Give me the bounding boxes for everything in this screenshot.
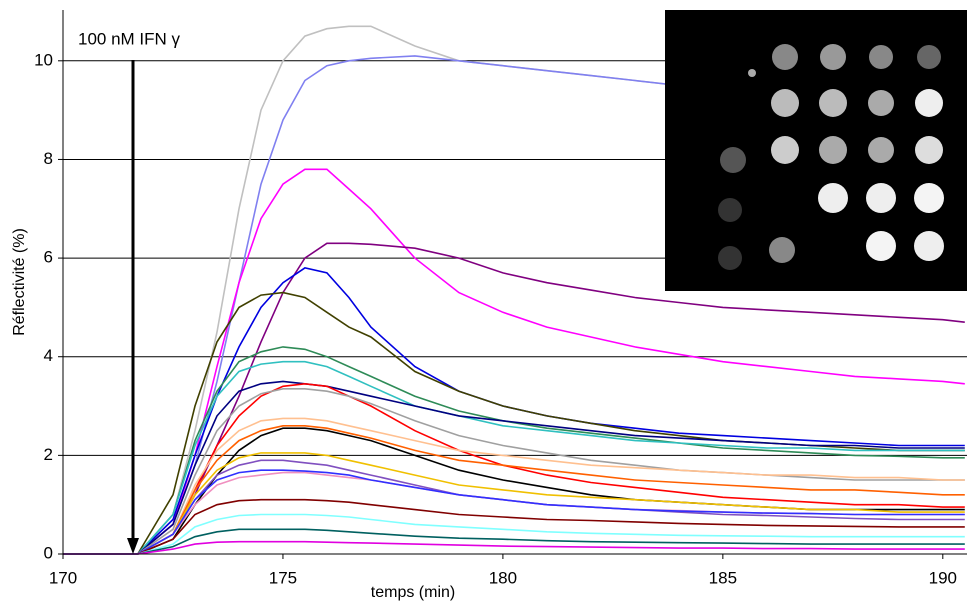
series-line bbox=[63, 513, 965, 555]
series-line bbox=[63, 380, 965, 555]
series-line bbox=[63, 346, 965, 555]
series-line bbox=[63, 469, 965, 555]
series-line bbox=[63, 452, 965, 555]
arrow-head bbox=[127, 538, 139, 554]
y-axis-label: Réflectivité (%) bbox=[11, 228, 28, 336]
series-line bbox=[63, 168, 965, 555]
series-line bbox=[63, 528, 965, 555]
x-tick-label: 185 bbox=[709, 568, 737, 587]
x-tick-label: 180 bbox=[489, 568, 517, 587]
x-tick-label: 170 bbox=[49, 568, 77, 587]
y-tick-label: 2 bbox=[44, 445, 53, 464]
series-line bbox=[63, 242, 965, 555]
series-line bbox=[63, 425, 965, 555]
x-axis-label: temps (min) bbox=[371, 584, 455, 601]
x-tick-label: 190 bbox=[929, 568, 957, 587]
y-tick-label: 10 bbox=[34, 50, 53, 69]
series-line bbox=[63, 459, 965, 555]
inset-image bbox=[665, 10, 967, 291]
annotation: 100 nM IFN γ bbox=[78, 29, 181, 48]
plot-lines bbox=[63, 25, 967, 555]
series-line bbox=[63, 388, 965, 555]
x-tick-label: 175 bbox=[269, 568, 297, 587]
y-tick-label: 0 bbox=[44, 543, 53, 562]
series-line bbox=[63, 417, 965, 555]
series-line bbox=[63, 382, 965, 555]
y-tick-label: 8 bbox=[44, 149, 53, 168]
series-line bbox=[63, 267, 965, 555]
y-tick-label: 4 bbox=[44, 346, 53, 365]
y-tick-label: 6 bbox=[44, 248, 53, 267]
series-line bbox=[63, 540, 965, 555]
series-line bbox=[63, 498, 965, 555]
